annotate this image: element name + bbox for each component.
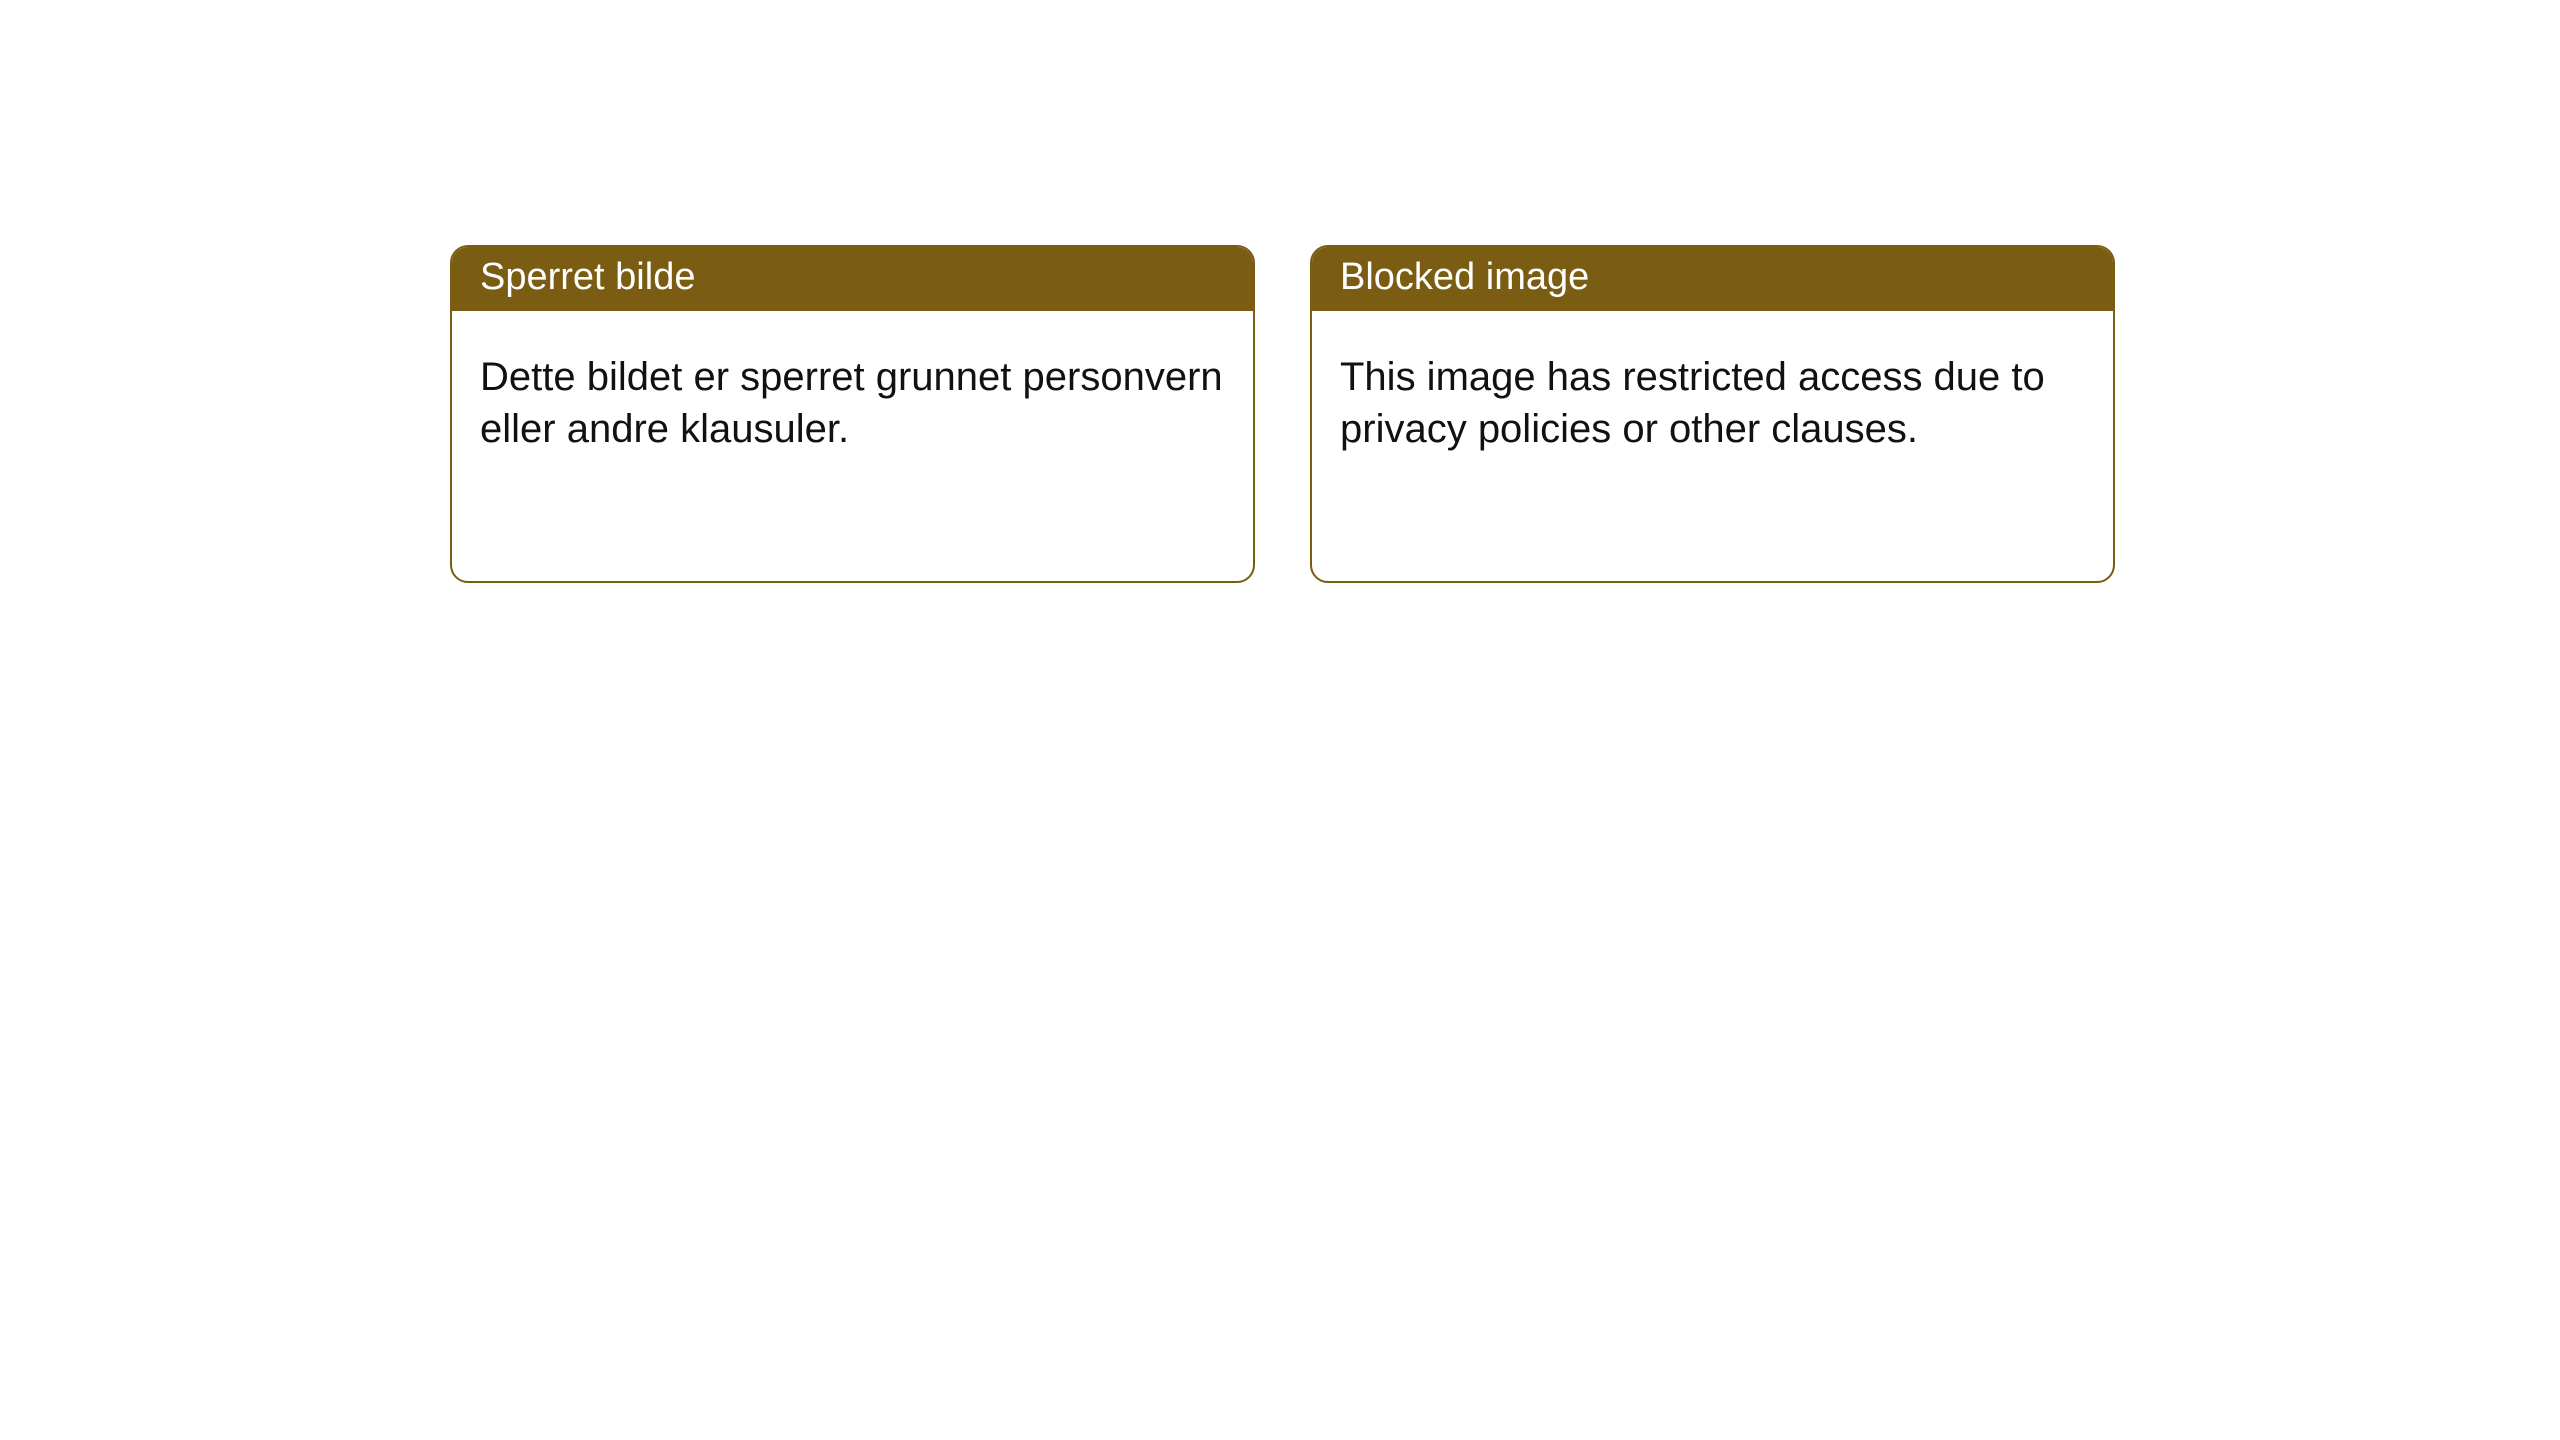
notice-body-norwegian: Dette bildet er sperret grunnet personve… xyxy=(452,311,1253,477)
notice-card-norwegian: Sperret bilde Dette bildet er sperret gr… xyxy=(450,245,1255,583)
notice-container: Sperret bilde Dette bildet er sperret gr… xyxy=(0,0,2560,583)
notice-header-english: Blocked image xyxy=(1312,247,2113,311)
notice-body-english: This image has restricted access due to … xyxy=(1312,311,2113,477)
notice-card-english: Blocked image This image has restricted … xyxy=(1310,245,2115,583)
notice-header-norwegian: Sperret bilde xyxy=(452,247,1253,311)
